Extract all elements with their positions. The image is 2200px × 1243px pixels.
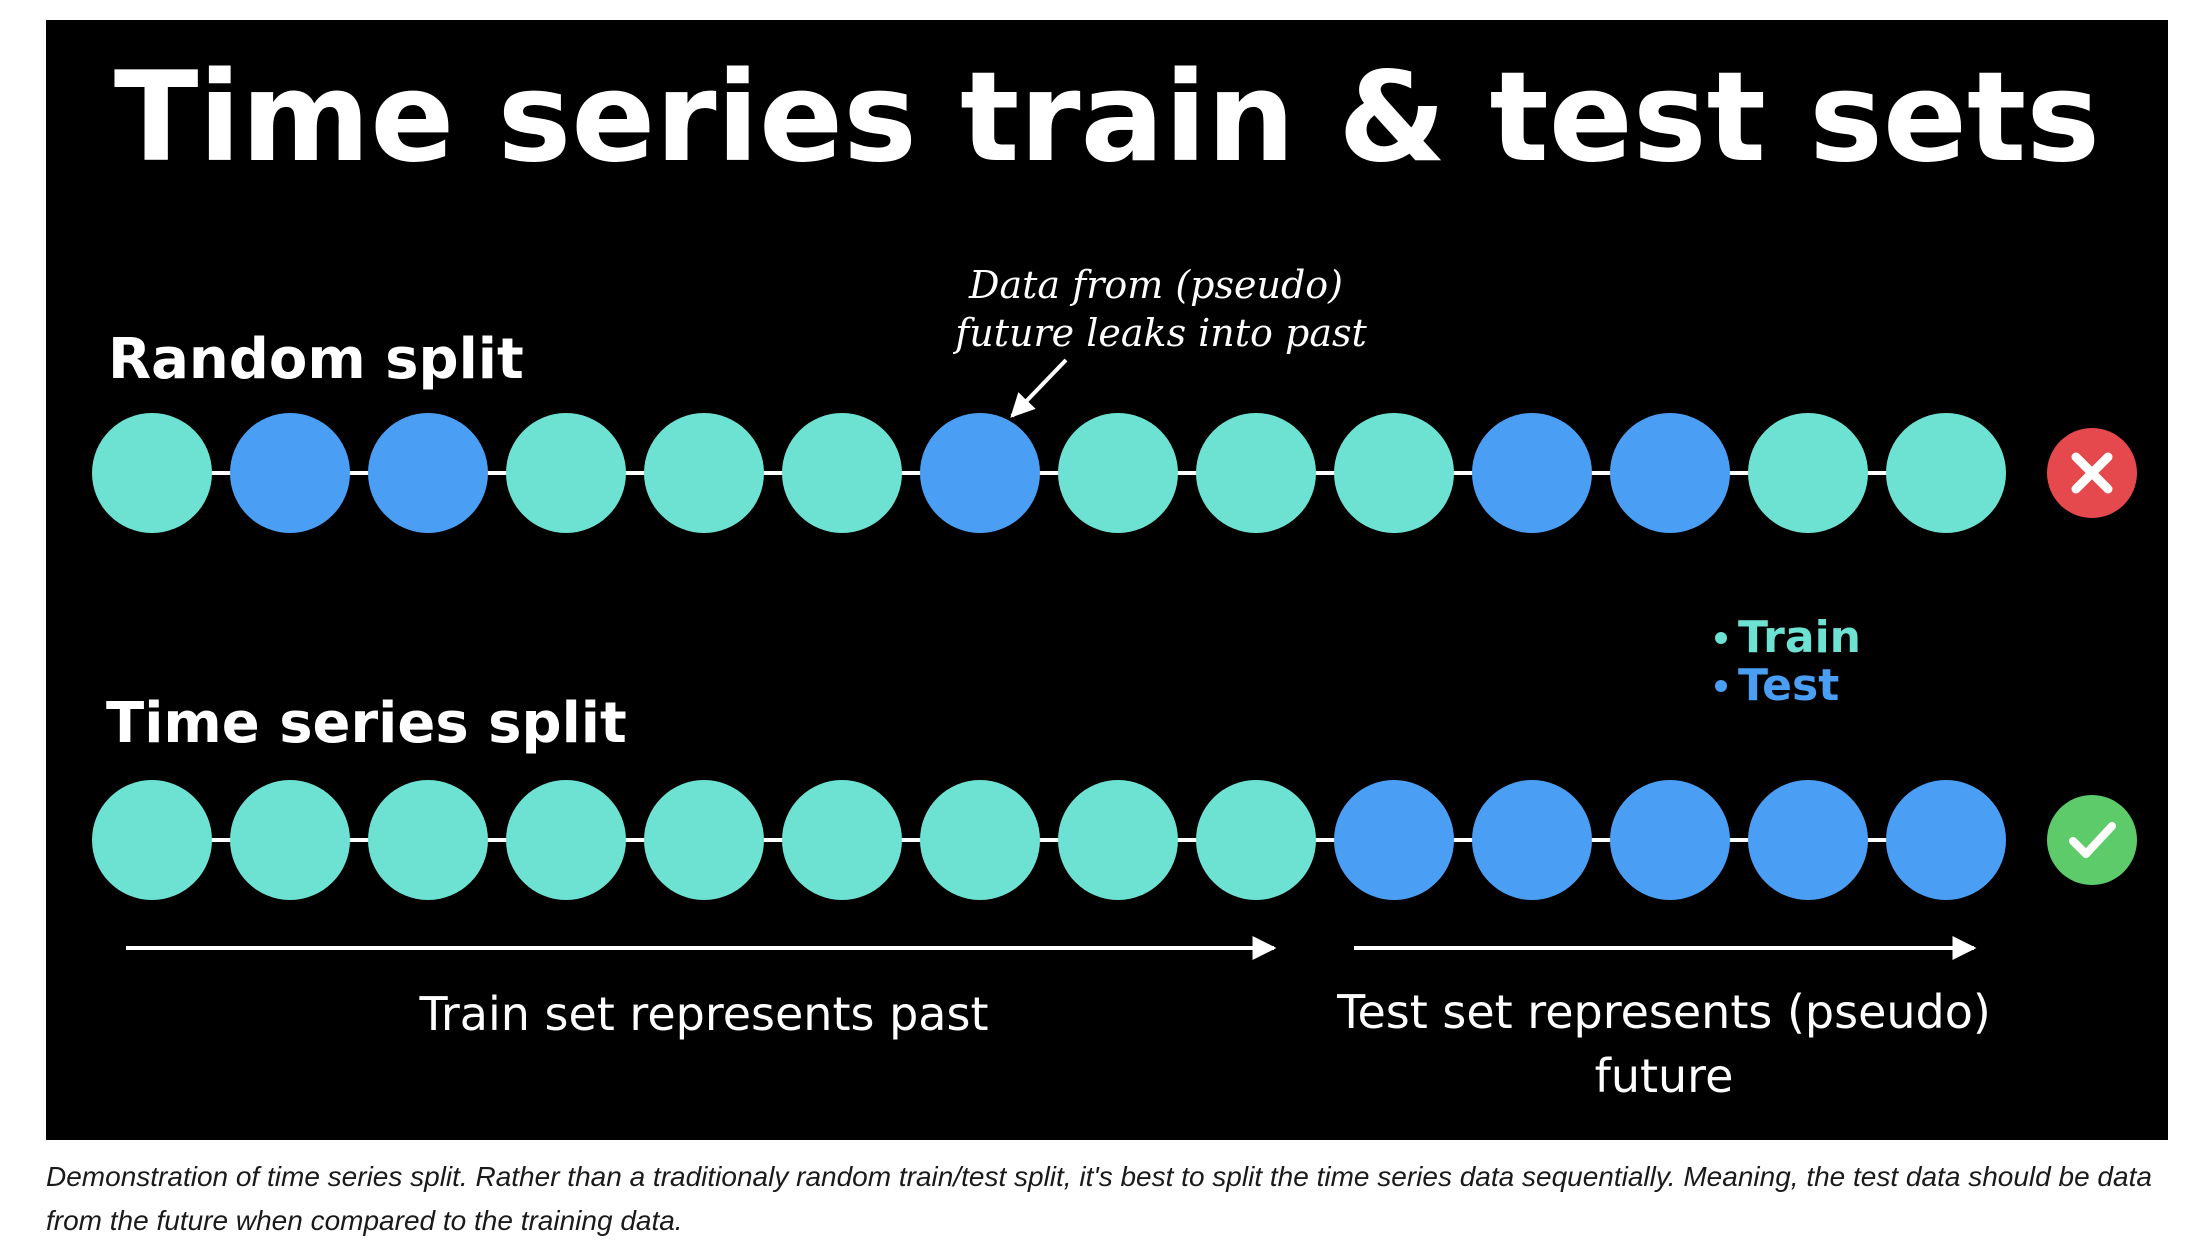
time-series-split-test-point bbox=[1334, 780, 1454, 900]
random-split-train-point bbox=[1748, 413, 1868, 533]
random-split-train-point bbox=[1058, 413, 1178, 533]
time-series-split-train-point bbox=[230, 780, 350, 900]
cross-icon bbox=[2047, 428, 2137, 518]
test-range-label-line-2: future bbox=[1595, 1049, 1734, 1103]
random-split-test-point bbox=[368, 413, 488, 533]
legend-train-label: Train bbox=[1738, 612, 1861, 663]
time-series-split-train-point bbox=[920, 780, 1040, 900]
diagram-title: Time series train & test sets bbox=[114, 46, 2100, 190]
legend-test-label: Test bbox=[1738, 660, 1839, 711]
leak-annotation-line-1: Data from (pseudo) bbox=[968, 263, 1343, 307]
random-split-train-point bbox=[644, 413, 764, 533]
leak-annotation-line-2: future leaks into past bbox=[952, 311, 1367, 355]
test-range-label-line-1: Test set represents (pseudo) bbox=[1336, 985, 1991, 1039]
time-series-split-row bbox=[92, 780, 2006, 900]
random-split-train-point bbox=[506, 413, 626, 533]
random-split-test-point bbox=[1610, 413, 1730, 533]
random-split-test-point bbox=[1472, 413, 1592, 533]
time-series-split-train-point bbox=[92, 780, 212, 900]
random-split-row bbox=[92, 413, 2006, 533]
random-split-train-point bbox=[1334, 413, 1454, 533]
time-series-split-train-point bbox=[644, 780, 764, 900]
time-series-split-test-point bbox=[1472, 780, 1592, 900]
time-series-split-train-point bbox=[1058, 780, 1178, 900]
time-series-split-test-point bbox=[1886, 780, 2006, 900]
legend-test-bullet bbox=[1715, 680, 1727, 692]
diagram-panel: Time series train & test sets Random spl… bbox=[46, 20, 2168, 1140]
train-range-label: Train set represents past bbox=[419, 987, 989, 1041]
random-split-train-point bbox=[92, 413, 212, 533]
time-series-split-test-point bbox=[1748, 780, 1868, 900]
legend: Train Test bbox=[1715, 612, 1861, 711]
time-series-split-test-point bbox=[1610, 780, 1730, 900]
leak-annotation-arrow bbox=[1010, 358, 1068, 418]
check-icon bbox=[2047, 795, 2137, 885]
time-series-split-label: Time series split bbox=[106, 691, 627, 756]
random-split-test-point bbox=[230, 413, 350, 533]
legend-train-bullet bbox=[1715, 632, 1727, 644]
random-split-train-point bbox=[1196, 413, 1316, 533]
random-split-label: Random split bbox=[108, 327, 524, 392]
time-series-split-train-point bbox=[1196, 780, 1316, 900]
figure-caption: Demonstration of time series split. Rath… bbox=[46, 1161, 2152, 1236]
random-split-train-point bbox=[1886, 413, 2006, 533]
time-series-split-train-point bbox=[782, 780, 902, 900]
time-series-split-train-point bbox=[368, 780, 488, 900]
random-split-train-point bbox=[782, 413, 902, 533]
time-series-split-train-point bbox=[506, 780, 626, 900]
random-split-test-point bbox=[920, 413, 1040, 533]
time-series-split-diagram: Time series train & test sets Random spl… bbox=[92, 46, 2137, 1103]
